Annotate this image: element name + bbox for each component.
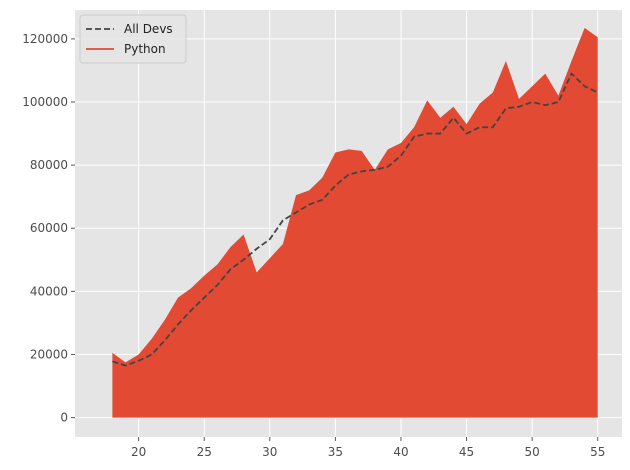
x-tick-label: 35 <box>328 445 343 459</box>
legend-all-devs-label: All Devs <box>124 22 173 36</box>
chart-marks <box>112 27 599 418</box>
python-area <box>112 27 598 418</box>
y-tick-label: 0 <box>60 411 68 425</box>
y-tick-label: 80000 <box>30 158 68 172</box>
x-tick-label: 45 <box>459 445 474 459</box>
y-tick-label: 100000 <box>22 95 68 109</box>
all-devs-line <box>112 72 599 367</box>
x-tick-label: 30 <box>262 445 277 459</box>
y-tick-label: 40000 <box>30 284 68 298</box>
legend-python-label: Python <box>124 42 166 56</box>
x-tick-label: 25 <box>197 445 212 459</box>
x-tick-label: 55 <box>590 445 605 459</box>
legend-box <box>79 14 187 64</box>
y-tick-label: 20000 <box>30 347 68 361</box>
x-tick-label: 50 <box>525 445 540 459</box>
y-tick-label: 60000 <box>30 221 68 235</box>
legend: All Devs Python <box>79 14 187 64</box>
y-tick-label: 120000 <box>22 32 68 46</box>
axis-ticks: 20 25 30 35 40 45 50 55 0 20000 40000 60000 80000 100… <box>22 32 605 459</box>
x-tick-label: 20 <box>131 445 146 459</box>
x-tick-label: 40 <box>393 445 408 459</box>
